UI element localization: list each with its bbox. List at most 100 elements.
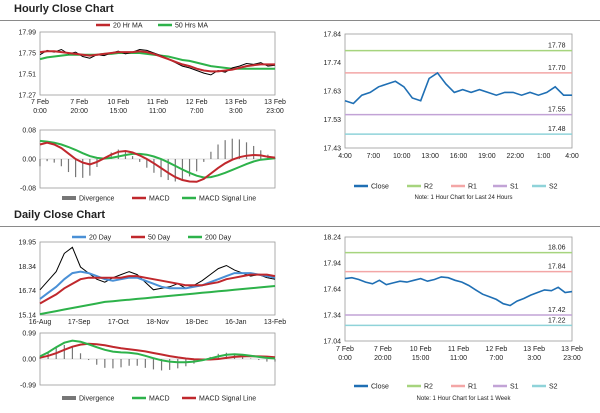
daily-price-xtick: 17-Oct (108, 319, 129, 326)
series-200-day-line (39, 285, 276, 316)
daily-close-xtick-date: 10 Feb (410, 346, 432, 353)
daily-close-xtick-date: 7 Feb (336, 346, 354, 353)
daily-close-xtick-date: 11 Feb (448, 346, 469, 353)
hourly-close-legend-r2-label: R2 (424, 184, 433, 191)
hourly-price-xtick-date: 13 Feb (264, 99, 286, 106)
daily-macd-ytick: 0.00 (22, 357, 36, 364)
series-50-day-line (39, 273, 276, 305)
daily-close-xtick-time: 23:00 (563, 355, 581, 362)
daily-macd-ytick: -0.99 (20, 383, 36, 390)
hourly-close-xtick: 16:00 (450, 153, 468, 160)
hourly-close-ytick: 17.43 (323, 146, 341, 153)
hourly-close-xtick: 10:00 (393, 153, 411, 160)
daily-price-ytick: 16.74 (18, 288, 36, 295)
series-daily-macd-line (39, 339, 276, 364)
hourly-close-ytick: 17.84 (323, 32, 341, 39)
daily-close-xtick-date: 7 Feb (374, 346, 392, 353)
hourly-price-xtick-date: 7 Feb (70, 99, 88, 106)
daily-close-ytick: 17.04 (323, 339, 341, 346)
hourly-price-xtick-time: 23:00 (266, 108, 284, 115)
daily-price-ytick: 18.34 (18, 264, 36, 271)
daily-close-level-r1-label: 17.84 (548, 264, 566, 271)
hourly-close-xtick: 13:00 (421, 153, 439, 160)
daily-close-xtick-time: 7:00 (490, 355, 504, 362)
hourly-price-xtick-time: 11:00 (149, 108, 166, 115)
daily-macd-ytick: 0.99 (22, 331, 36, 338)
daily-close-xtick-time: 3:00 (527, 355, 541, 362)
hourly-price-xtick-time: 20:00 (70, 108, 88, 115)
daily-price-xtick: 16-Aug (29, 319, 52, 326)
hourly-close-level-s1-label: 17.55 (548, 107, 566, 114)
daily-close-note: Note: 1 Hour Chart for Last 1 Week (417, 396, 512, 402)
hourly-close-xtick: 7:00 (367, 153, 381, 160)
hourly-macd-ytick: 0.00 (22, 157, 36, 164)
hourly-close-xtick: 4:00 (565, 153, 579, 160)
daily-price-ytick: 19.95 (18, 240, 36, 247)
daily-price-xtick: 18-Dec (185, 319, 208, 326)
daily-close-level-r2-label: 18.06 (548, 245, 566, 252)
daily-close-xtick-time: 15:00 (412, 355, 430, 362)
legend-50-day-label: 50 Day (148, 235, 171, 242)
hourly-close-note: Note: 1 Hour Chart for Last 24 Hours (414, 195, 512, 201)
daily-price-ytick: 15.14 (18, 313, 36, 320)
daily-price-xtick: 18-Nov (146, 319, 169, 326)
hourly-price-ytick: 17.99 (18, 30, 36, 37)
daily-close-xtick-time: 0:00 (338, 355, 352, 362)
hourly-price-xtick-time: 0:00 (33, 108, 47, 115)
daily-close-legend-r1-label: R1 (468, 384, 477, 391)
hourly-close-legend-close-label: Close (371, 184, 389, 191)
hourly-close-level-r2-label: 17.78 (548, 43, 566, 50)
hourly-price-xtick-date: 13 Feb (225, 99, 247, 106)
hourly-section-title: Hourly Close Chart (14, 3, 114, 15)
hourly-price-xtick-date: 10 Feb (107, 99, 129, 106)
hourly-close-xtick: 1:00 (537, 153, 551, 160)
legend-20hr-ma-label: 20 Hr MA (113, 23, 143, 30)
daily-close-xtick-date: 13 Feb (561, 346, 583, 353)
legend-daily-macd-label: MACD (149, 396, 170, 403)
daily-close-xtick-date: 13 Feb (523, 346, 545, 353)
hourly-close-xtick: 22:00 (506, 153, 524, 160)
hourly-price-xtick-date: 7 Feb (31, 99, 49, 106)
hourly-close-ytick: 17.74 (323, 60, 341, 67)
daily-section-rule (0, 226, 600, 227)
daily-price-xtick: 16-Jan (225, 319, 247, 326)
daily-close-xtick-date: 12 Feb (485, 346, 507, 353)
hourly-close-ytick: 17.63 (323, 89, 341, 96)
hourly-close-legend-s2-label: S2 (549, 184, 558, 191)
series-hourly-macd-signal-line (39, 139, 276, 179)
daily-close-xtick-time: 20:00 (374, 355, 392, 362)
hourly-price-xtick-time: 7:00 (190, 108, 204, 115)
hourly-price-ytick: 17.51 (18, 72, 36, 79)
daily-close-ytick: 18.24 (323, 235, 341, 242)
hourly-price-frame (39, 31, 276, 96)
legend-20-day-label: 20 Day (89, 235, 112, 242)
hourly-close-legend-s1-label: S1 (510, 184, 519, 191)
legend-daily-divergence-label: Divergence (79, 396, 115, 403)
daily-close-legend-r2-label: R2 (424, 384, 433, 391)
hourly-section-rule (0, 20, 600, 21)
legend-hourly-macd-label: MACD (149, 196, 170, 203)
daily-close-legend-s1-label: S1 (510, 384, 519, 391)
hourly-close-xtick: 19:00 (478, 153, 496, 160)
hourly-close-ytick: 17.53 (323, 117, 341, 124)
daily-price-xtick: 17-Sep (68, 319, 91, 326)
series-daily-macd-signal-line (39, 342, 276, 361)
hourly-close-frame (344, 33, 573, 149)
hourly-close-level-r1-label: 17.70 (548, 65, 566, 72)
series-20hr-ma-line (39, 50, 275, 73)
daily-close-level-s2-label: 17.22 (548, 317, 566, 324)
hourly-price-ytick: 17.27 (18, 93, 36, 100)
legend-200-day-label: 200 Day (205, 235, 232, 242)
legend-50hrs-ma-label: 50 Hrs MA (175, 23, 208, 30)
daily-close-close-line (344, 276, 573, 307)
hourly-price-xtick-date: 12 Feb (186, 99, 208, 106)
daily-price-frame (39, 241, 276, 316)
daily-section-title: Daily Close Chart (14, 209, 106, 221)
hourly-close-legend-r1-label: R1 (468, 184, 477, 191)
series-hourly-macd-line (39, 141, 276, 183)
daily-close-ytick: 17.94 (323, 261, 341, 268)
daily-close-legend-s2-label: S2 (549, 384, 558, 391)
legend-hourly-divergence-label: Divergence (79, 196, 115, 203)
hourly-price-xtick-time: 3:00 (229, 108, 243, 115)
